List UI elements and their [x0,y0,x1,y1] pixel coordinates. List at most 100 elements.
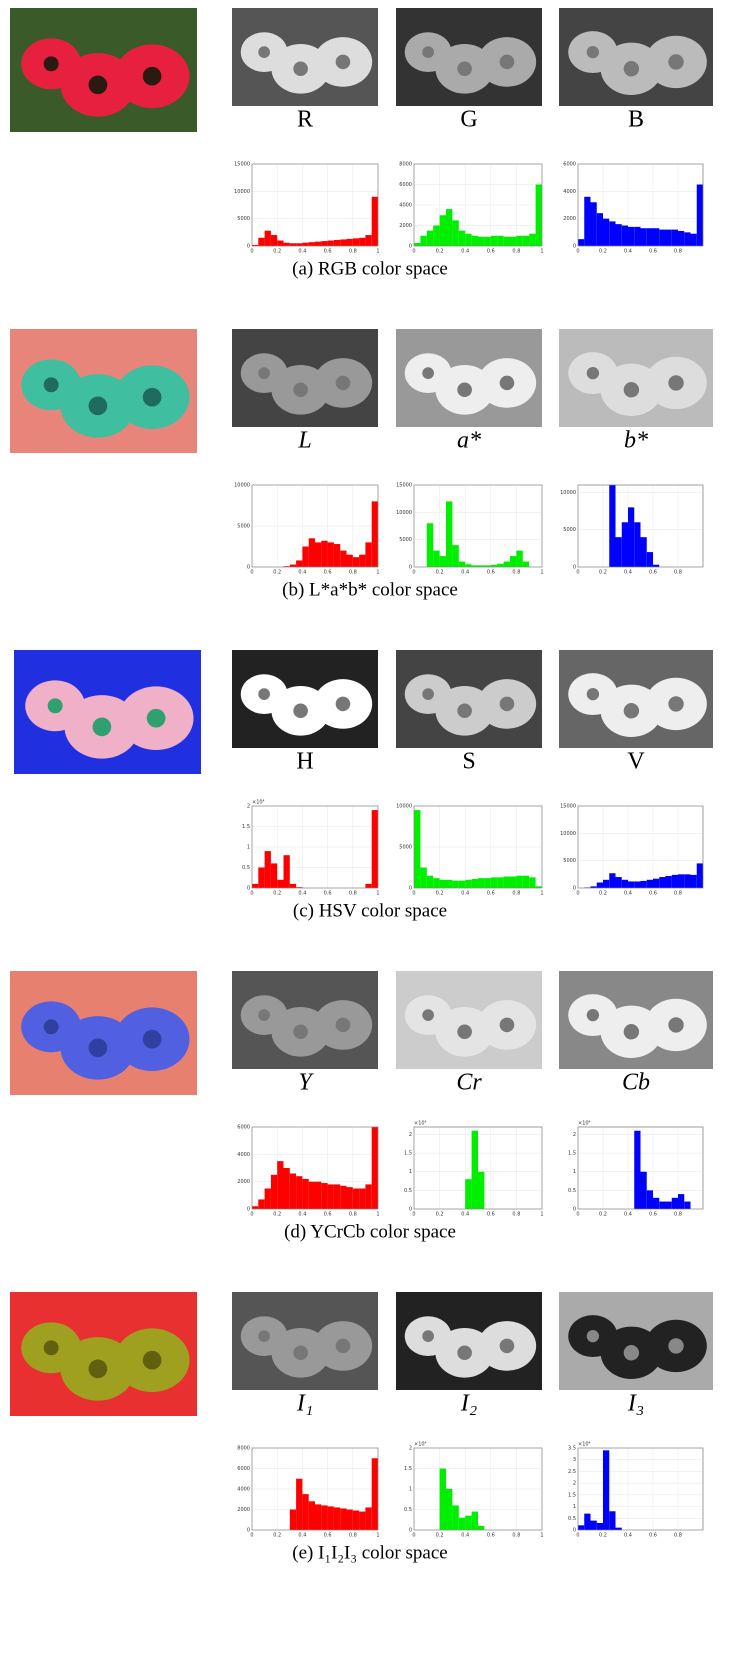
histogram-bar [321,540,328,567]
y-tick-label: 0 [409,1207,412,1213]
histogram-bar [283,566,290,567]
histogram-bar [264,230,271,246]
y-tick-label: 3.5 [568,1446,576,1452]
histogram-bar [646,879,653,888]
histogram-bar [659,229,666,246]
histogram-bar [646,552,653,567]
image-flower-center [293,382,308,398]
histogram-bar [289,243,297,246]
histogram-bar [420,867,427,888]
x-tick-label: 0.4 [461,1212,469,1218]
histogram-bar [510,236,517,246]
image-flower-center [258,688,270,700]
histogram-bar [640,537,647,567]
histogram-bar [478,565,485,567]
x-tick-label: 0.6 [649,570,657,576]
image-flower-center [258,1330,270,1342]
x-tick-label: 0.2 [599,1212,607,1218]
y-tick-label: 6000 [237,1125,250,1131]
x-tick-label: 0.4 [624,570,632,576]
histogram-bar [446,209,453,246]
histogram-bar [414,242,421,246]
histogram-bar [340,1185,347,1209]
histogram-bar [628,226,635,246]
y-tick-label: 0 [573,244,576,250]
x-tick-label: 0.2 [273,570,281,576]
image-flower-center [623,1024,640,1040]
x-tick-label: 0.6 [649,891,657,897]
image-flower-center [258,367,270,379]
histogram-bar [333,1507,341,1530]
x-tick-label: 0.8 [512,249,520,255]
x-tick-label: 0 [250,1533,253,1539]
x-tick-label: 0.8 [349,570,357,576]
channel-label: Cr [456,1070,482,1096]
x-tick-label: 0.6 [487,891,495,897]
x-tick-label: 0 [250,1212,253,1218]
histogram-bar [296,1478,303,1530]
x-tick-label: 0.8 [674,249,682,255]
histogram-bar [696,863,703,888]
histogram-bar [302,546,309,567]
histogram-bar [653,228,660,246]
x-tick-label: 0 [250,891,253,897]
histogram-bar [535,886,542,888]
histogram-bar [433,878,440,888]
histogram-bar [371,1127,378,1209]
image-flower-center [258,46,270,58]
image-flower-center [43,56,59,72]
image-flower-center [422,1330,434,1342]
image-flower-center [623,382,640,398]
histogram-bar [252,883,259,888]
image-flower-center [335,54,351,70]
histogram-bar [315,241,322,246]
histogram-bar [426,875,434,888]
y-tick-label: 5000 [237,524,250,530]
histogram-bar [446,501,453,567]
y-tick-label: 5000 [563,858,576,864]
x-tick-label: 0.2 [436,249,444,255]
x-tick-label: 0.6 [324,1212,332,1218]
histogram-bar [596,213,603,246]
histogram-bar [346,1187,353,1209]
x-tick-label: 0.6 [324,570,332,576]
x-tick-label: 0.2 [599,249,607,255]
x-tick-label: 0.8 [512,1212,520,1218]
histogram-bar [529,877,536,888]
channel-label: Y [298,1070,314,1096]
histogram-bar [308,1501,315,1530]
image-flower-center [43,377,59,393]
histogram-bar [615,224,622,246]
histogram-bar [640,880,647,888]
histogram-bar [315,1181,322,1209]
histogram-bar [628,881,635,888]
image-flower-center [586,1329,600,1343]
histogram-bar [516,235,523,246]
image-flower-center [499,54,515,70]
histogram-bar [621,225,628,246]
y-tick-label: 0.5 [404,1188,412,1194]
histogram-bar [296,887,303,888]
histogram-bar [452,220,459,246]
x-tick-label: 1 [540,1212,543,1218]
image-flower-center [142,66,162,86]
x-tick-label: 0.6 [649,1212,657,1218]
histogram-bar [659,877,666,888]
y-tick-label: 2 [247,804,250,810]
histogram-bar [621,522,628,567]
y-tick-label: 1 [409,1169,412,1175]
histogram-bar [478,236,485,246]
histogram-bar [302,1494,309,1530]
channel-label: V [627,749,645,775]
histogram-bar [471,235,478,246]
histogram-bar [270,235,278,246]
x-tick-label: 0.4 [624,891,632,897]
x-tick-label: 1 [540,1533,543,1539]
plot-frame [413,1447,543,1531]
x-tick-label: 0 [250,249,253,255]
histogram-bar [289,564,297,567]
histogram-bar [439,879,446,888]
y-tick-label: 2000 [237,1507,250,1513]
x-tick-label: 0.2 [436,891,444,897]
histogram-bar [484,565,491,567]
